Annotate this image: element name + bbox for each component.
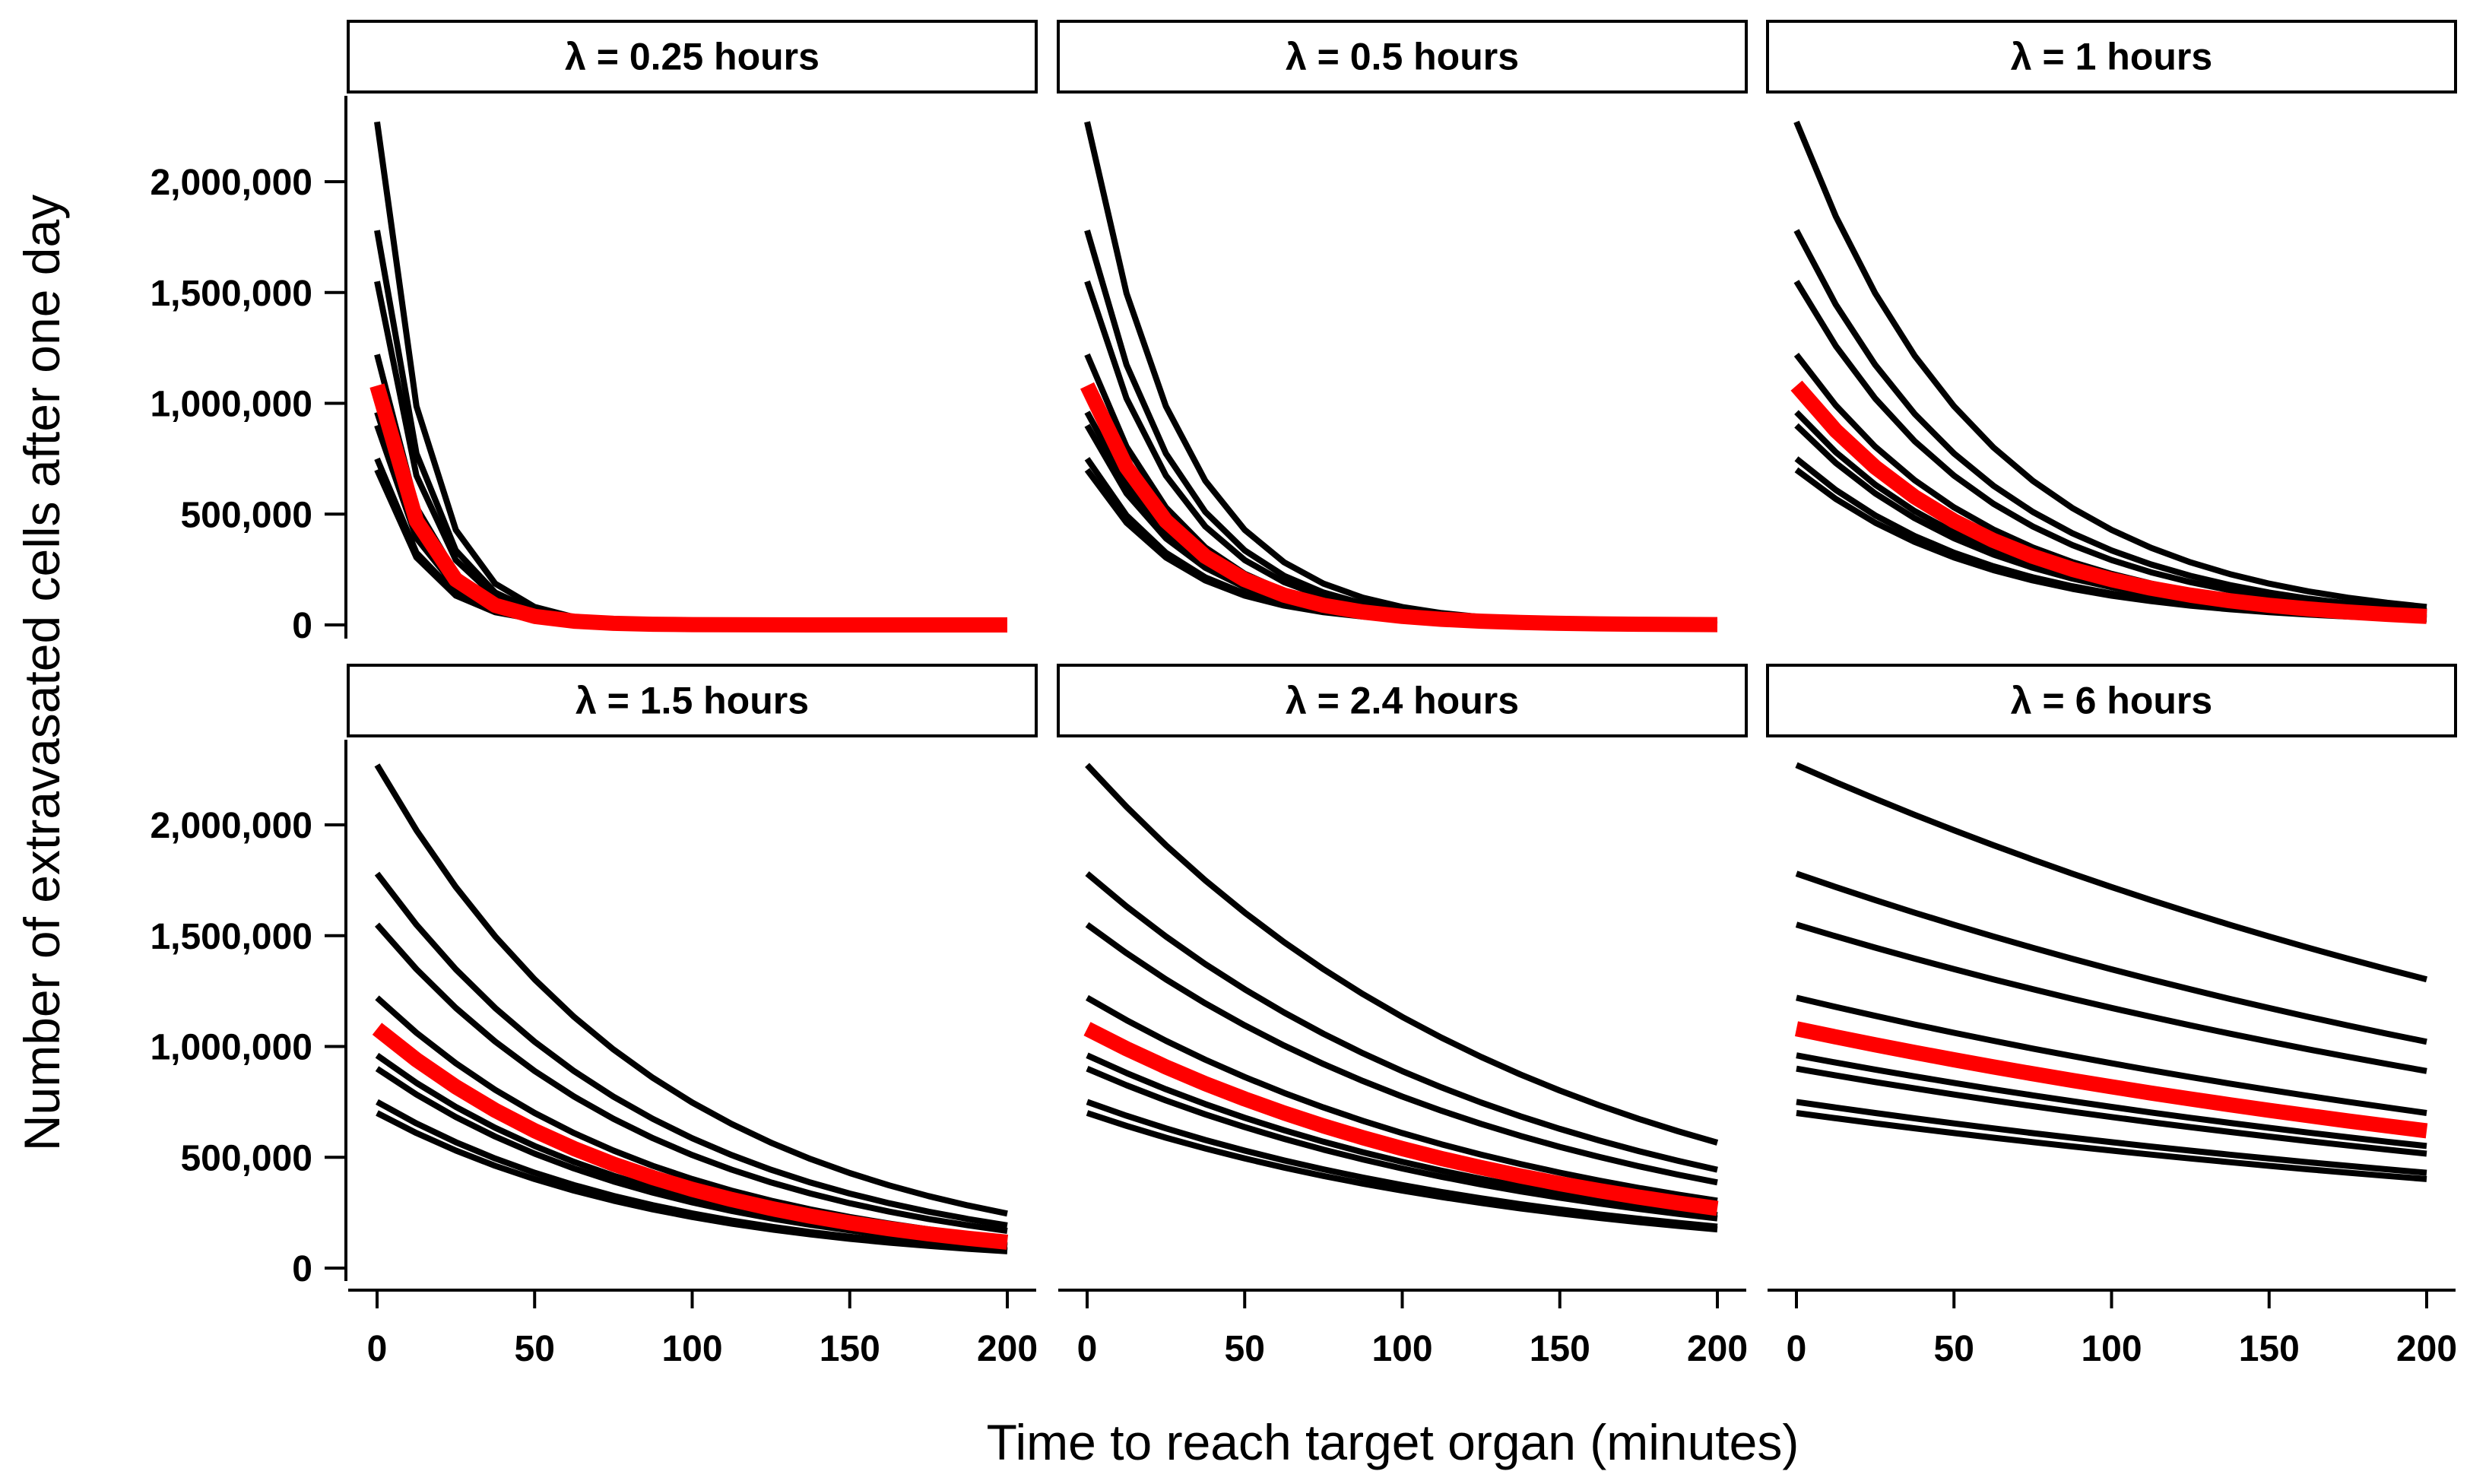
series-line-8 <box>1796 1110 2427 1182</box>
panel-curves <box>1790 120 2427 624</box>
series-line-2 <box>374 230 1007 628</box>
panel-6: λ = 6 hours 0 50 100 150 200 <box>1766 664 2457 1369</box>
panel-1: λ = 0.25 hours 0 500,000 1,000,000 1,500,000… <box>150 20 1038 646</box>
x-tick-label: 150 <box>820 1329 880 1369</box>
highlight-series-line <box>1083 1022 1719 1216</box>
panel-strip <box>1057 20 1748 94</box>
x-tick-label: 150 <box>2239 1329 2300 1369</box>
series-line-5 <box>1084 411 1718 628</box>
panel-strip <box>1766 20 2457 94</box>
series-line-3 <box>1084 280 1718 628</box>
panel-5: λ = 2.4 hours 0 50 100 150 200 <box>1057 664 1748 1369</box>
series-line-4 <box>1796 994 2427 1116</box>
x-tick-label: 200 <box>1687 1329 1748 1369</box>
series-line-6 <box>1086 1066 1718 1222</box>
y-tick-label: 0 <box>292 606 312 646</box>
series-line-2 <box>374 871 1008 1229</box>
y-tick-label: 500,000 <box>180 1138 312 1178</box>
y-tick-label: 1,000,000 <box>150 385 312 425</box>
series-line-5 <box>1796 1052 2427 1149</box>
panel-strip-label: λ = 6 hours <box>2011 680 2212 722</box>
series-line-6 <box>1796 1065 2427 1157</box>
x-tick-label: 100 <box>1371 1329 1432 1369</box>
series-line-7 <box>1086 1099 1718 1230</box>
panel-strip <box>1766 664 2457 737</box>
highlight-series-line <box>1790 380 2427 624</box>
panel-strip <box>347 664 1038 737</box>
series-line-5 <box>1086 1052 1718 1219</box>
panel-strip-label: λ = 0.5 hours <box>1286 36 1519 78</box>
series-line-1 <box>1085 763 1719 1146</box>
panel-curves <box>1794 762 2428 1182</box>
series-line-7 <box>1796 1099 2427 1176</box>
panel-2: λ = 0.5 hours <box>1057 20 1748 633</box>
x-tick-label: 100 <box>2081 1329 2142 1369</box>
highlight-series-line <box>1080 382 1718 633</box>
highlight-series-line <box>1794 1021 2428 1139</box>
series-line-3 <box>375 922 1008 1234</box>
series-line-2 <box>1795 870 2427 1045</box>
x-tick-label: 200 <box>977 1329 1038 1369</box>
panel-curves <box>1083 763 1719 1233</box>
panel-4: λ = 1.5 hours 0 500,000 1,000,000 1,500,000 2… <box>150 664 1038 1369</box>
series-line-2 <box>1085 871 1718 1173</box>
x-tick-label: 50 <box>1934 1329 1974 1369</box>
x-tick-label: 0 <box>1077 1329 1098 1369</box>
panel-strip-label: λ = 1 hours <box>2011 36 2212 78</box>
panel-strip-label: λ = 0.25 hours <box>565 36 820 78</box>
y-tick-label: 500,000 <box>180 495 312 535</box>
series-line-1 <box>374 121 1007 628</box>
y-axis: 0 500,000 1,000,000 1,500,000 2,000,000 <box>150 96 347 646</box>
series-line-1 <box>1795 762 2428 983</box>
panel-strip-label: λ = 2.4 hours <box>1286 680 1519 722</box>
series-line-3 <box>1795 921 2427 1074</box>
x-axis: 0 50 100 150 200 <box>1768 1289 2457 1369</box>
y-tick-label: 1,000,000 <box>150 1028 312 1068</box>
x-tick-label: 50 <box>515 1329 555 1369</box>
panel-curves <box>369 121 1007 633</box>
panels: λ = 0.25 hours 0 500,000 1,000,000 1,500,000… <box>150 20 2457 1369</box>
panel-curves <box>1080 121 1718 633</box>
series-line-8 <box>376 1110 1008 1254</box>
panel-3: λ = 1 hours <box>1766 20 2457 624</box>
panel-curves <box>372 763 1008 1254</box>
x-tick-label: 50 <box>1225 1329 1265 1369</box>
panel-strip <box>1057 664 1748 737</box>
series-line-1 <box>374 763 1008 1217</box>
highlight-series-line <box>369 383 1007 633</box>
highlight-series-line <box>372 1023 1008 1250</box>
x-tick-label: 0 <box>367 1329 388 1369</box>
panel-strip <box>347 20 1038 94</box>
y-tick-label: 0 <box>292 1249 312 1289</box>
y-axis: 0 500,000 1,000,000 1,500,000 2,000,000 <box>150 740 347 1289</box>
x-tick-label: 200 <box>2396 1329 2457 1369</box>
panel-strip-label: λ = 1.5 hours <box>575 680 809 722</box>
x-axis: 0 50 100 150 200 <box>1058 1289 1748 1369</box>
y-tick-label: 2,000,000 <box>150 163 312 203</box>
x-tick-label: 0 <box>1787 1329 1807 1369</box>
series-line-3 <box>1085 921 1718 1186</box>
y-tick-label: 1,500,000 <box>150 917 312 957</box>
series-line-2 <box>1793 229 2427 614</box>
x-axis: 0 50 100 150 200 <box>348 1289 1038 1369</box>
x-tick-label: 150 <box>1530 1329 1590 1369</box>
series-line-4 <box>1086 994 1718 1204</box>
y-tick-label: 2,000,000 <box>150 806 312 846</box>
y-axis-title: Number of extravasated cells after one d… <box>14 195 70 1151</box>
x-tick-label: 100 <box>661 1329 722 1369</box>
series-line-8 <box>1086 1110 1718 1233</box>
series-line-3 <box>374 281 1007 628</box>
x-axis-title: Time to reach target organ (minutes) <box>987 1414 1799 1470</box>
series-line-1 <box>1793 120 2427 610</box>
series-line-3 <box>1793 280 2427 616</box>
y-tick-label: 1,500,000 <box>150 274 312 314</box>
series-line-4 <box>1084 353 1718 628</box>
